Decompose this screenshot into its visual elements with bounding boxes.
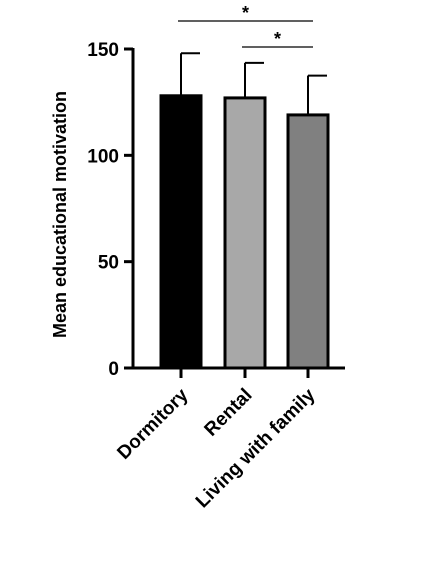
y-tick-label: 150 <box>87 40 119 61</box>
x-category-label: Living with family <box>192 384 320 512</box>
significance-label: * <box>242 3 249 23</box>
error-bars <box>180 52 327 115</box>
significance-brackets: ** <box>178 3 313 49</box>
bars <box>159 94 330 370</box>
x-category-label: Rental <box>201 385 257 441</box>
y-axis-label: Mean educational motivation <box>50 91 70 338</box>
x-category-label: Dormitory <box>113 384 192 463</box>
bar <box>159 94 203 370</box>
bar <box>223 96 267 370</box>
y-tick-label: 0 <box>108 359 119 380</box>
y-tick-label: 100 <box>87 146 119 167</box>
y-tick-label: 50 <box>98 253 119 274</box>
bar <box>286 113 330 370</box>
significance-label: * <box>274 29 281 49</box>
